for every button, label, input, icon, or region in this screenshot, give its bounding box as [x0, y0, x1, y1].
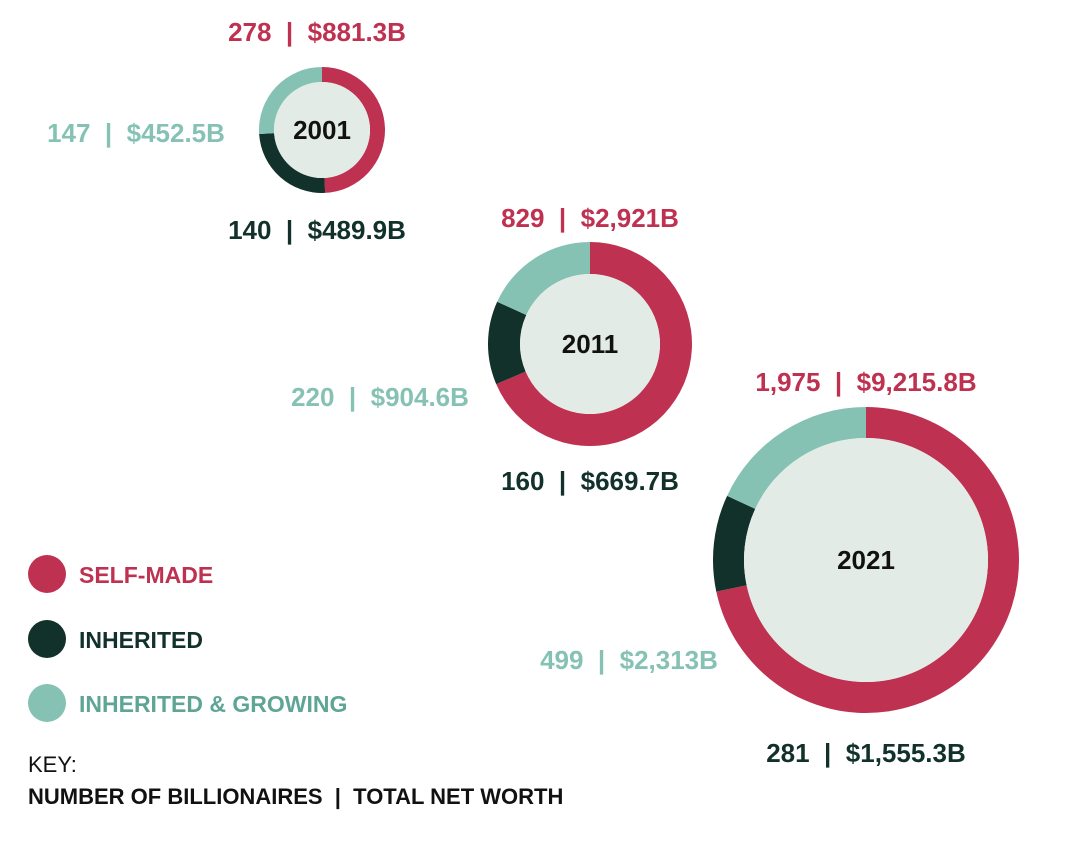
donut-2011: 2011 829 | $2,921B 160 | $669.7B 220 | $…: [291, 203, 693, 496]
segment-2021-inherited: [713, 495, 756, 592]
segment-2021-inherited-growing: [727, 407, 866, 509]
legend-swatch-self-made: [28, 555, 66, 593]
legend: SELF-MADE INHERITED INHERITED & GROWING …: [28, 555, 563, 809]
legend-swatch-inherited: [28, 620, 66, 658]
donut-2001: 2001 278 | $881.3B 140 | $489.9B 147 | $…: [47, 17, 406, 245]
donut-2021-center: [744, 438, 988, 682]
segment-2001-self-made: [322, 67, 386, 193]
value-label-2011-self-made: 829 | $2,921B: [501, 203, 679, 233]
value-label-2011-inherited: 160 | $669.7B: [501, 466, 679, 496]
legend-label-self-made: SELF-MADE: [79, 562, 213, 588]
key-title: KEY:: [28, 752, 77, 777]
donut-2021: 2021 1,975 | $9,215.8B 281 | $1,555.3B 4…: [540, 367, 1019, 768]
year-label-2011: 2011: [562, 329, 618, 359]
value-label-2001-inherited-growing: 147 | $452.5B: [47, 118, 225, 148]
year-label-2001: 2001: [293, 115, 351, 145]
value-label-2021-self-made: 1,975 | $9,215.8B: [755, 367, 976, 397]
key-description: NUMBER OF BILLIONAIRES | TOTAL NET WORTH: [28, 784, 563, 809]
segment-2011-inherited: [488, 301, 527, 385]
value-label-2011-inherited-growing: 220 | $904.6B: [291, 382, 469, 412]
value-label-2021-inherited: 281 | $1,555.3B: [766, 738, 966, 768]
legend-swatch-inherited-growing: [28, 684, 66, 722]
donut-2001-center: [274, 82, 370, 178]
year-label-2021: 2021: [837, 545, 895, 575]
legend-label-inherited-growing: INHERITED & GROWING: [79, 691, 347, 717]
segment-2011-self-made: [496, 242, 693, 447]
segment-2001-inherited: [259, 133, 326, 193]
legend-label-inherited: INHERITED: [79, 627, 203, 653]
value-label-2001-inherited: 140 | $489.9B: [228, 215, 406, 245]
donut-2011-center: [520, 274, 660, 414]
value-label-2021-inherited-growing: 499 | $2,313B: [540, 645, 718, 675]
segment-2001-inherited-growing: [259, 67, 322, 135]
segment-2011-inherited-growing: [497, 242, 590, 315]
value-label-2001-self-made: 278 | $881.3B: [228, 17, 406, 47]
